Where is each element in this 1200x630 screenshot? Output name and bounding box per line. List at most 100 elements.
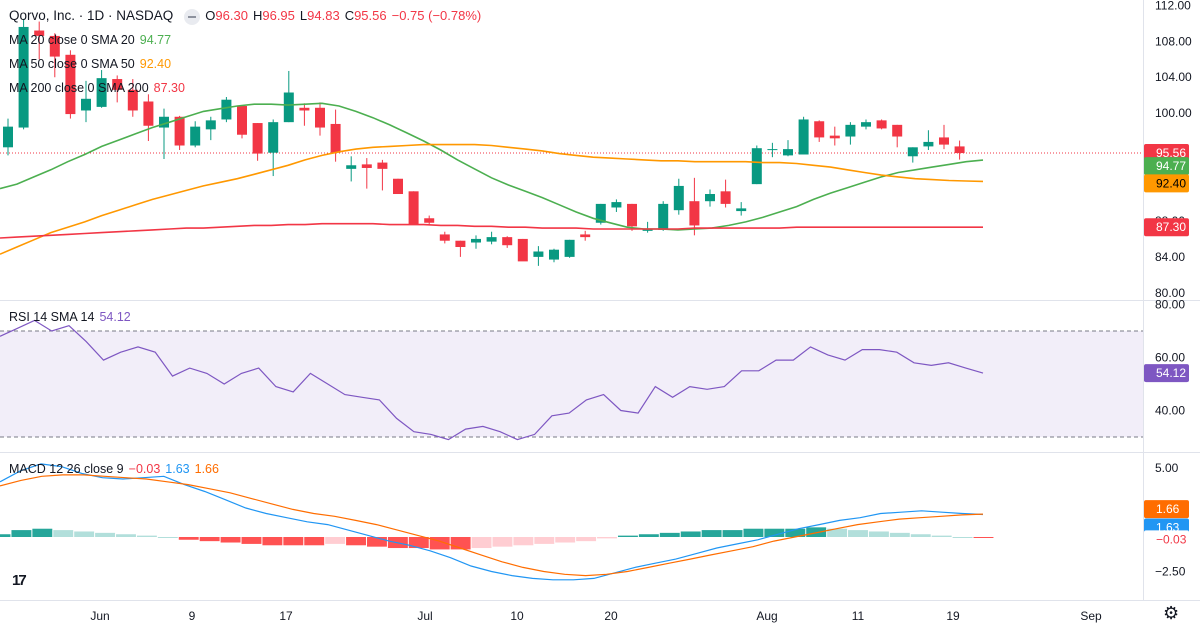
rsi-legend-value: 54.12 — [99, 310, 131, 324]
candle — [18, 18, 29, 130]
rsi-tick-label: 40.00 — [1155, 404, 1185, 418]
macd-histogram-bar — [659, 532, 680, 537]
time-tick-label: 10 — [510, 609, 524, 623]
candle-body — [143, 101, 154, 126]
candle — [361, 158, 372, 189]
price-tick-label: 108.00 — [1155, 34, 1192, 48]
candle — [892, 124, 903, 148]
candle-body — [252, 123, 263, 154]
macd-histogram-bar — [576, 537, 597, 542]
candle — [49, 33, 60, 78]
candle — [299, 103, 310, 126]
ma200-price-tag-bg — [1144, 218, 1189, 237]
candle-body — [127, 89, 138, 111]
low-label: L — [299, 8, 308, 23]
candle-body — [673, 185, 684, 211]
candle — [96, 70, 107, 108]
macd-histogram-bar — [680, 531, 701, 537]
macd-histogram-bar — [11, 530, 32, 537]
candle — [783, 140, 793, 157]
candle — [315, 102, 325, 136]
candle-body — [205, 120, 216, 130]
time-tick-label: Aug — [756, 609, 777, 623]
macd-histogram-bar — [346, 537, 367, 546]
candle-body — [159, 116, 169, 128]
macd-histogram-bar — [848, 530, 868, 537]
ma20-legend[interactable]: MA 20 close 0 SMA 20 94.77 — [9, 33, 176, 47]
ma50-price-tag: 92.40 — [1144, 174, 1189, 193]
time-tick-label: 11 — [852, 609, 865, 623]
candle — [939, 124, 949, 150]
candle-body — [642, 229, 653, 231]
macd-histogram-bar — [471, 537, 492, 549]
symbol-title[interactable]: Qorvo, Inc. · 1D · NASDAQ — [9, 8, 174, 23]
candle-body — [299, 107, 310, 111]
open-value: 96.30 — [215, 8, 248, 23]
macd-histogram-bar — [513, 537, 534, 546]
candle-body — [564, 239, 575, 257]
minus-icon[interactable] — [184, 8, 201, 25]
signal-line — [0, 474, 984, 577]
macd-histogram-bar — [785, 528, 806, 537]
time-tick-label: 9 — [189, 609, 196, 623]
ma200-line — [0, 222, 983, 239]
macd-histogram-bar — [74, 531, 95, 537]
macd-histogram-bar — [262, 537, 283, 546]
rsi-price-tag: 54.12 — [1144, 364, 1189, 383]
macd-histogram-bar — [889, 532, 910, 537]
change-value: −0.75 (−0.78%) — [391, 8, 482, 23]
candle — [34, 21, 45, 60]
macd-histogram-bar — [157, 537, 178, 538]
candle — [205, 116, 216, 141]
candle-body — [377, 162, 388, 169]
macd-histogram-bar — [638, 534, 659, 537]
candle-body — [533, 251, 544, 257]
macd-histogram-bar — [0, 534, 11, 537]
candle — [705, 189, 715, 207]
ma200-legend[interactable]: MA 200 close 0 SMA 200 87.30 — [9, 81, 190, 95]
candle-body — [923, 141, 934, 147]
candle — [845, 122, 856, 145]
signal-line-value: 1.66 — [194, 462, 219, 476]
time-tick-label: 20 — [604, 609, 618, 623]
tradingview-logo[interactable]: 17 — [12, 572, 27, 589]
ma20-price-tag-bg — [1144, 157, 1189, 176]
ma20-legend-label: MA 20 close 0 SMA 20 — [9, 33, 135, 47]
candle-body — [393, 178, 403, 195]
candle — [814, 120, 825, 142]
low-value: 94.83 — [307, 8, 340, 23]
macd-histogram-bar — [555, 537, 576, 543]
candle — [159, 108, 169, 159]
candle — [720, 179, 731, 208]
time-tick-label: Sep — [1080, 609, 1102, 623]
macd-legend[interactable]: MACD 12 26 close 9 −0.03 1.63 1.66 — [9, 462, 224, 476]
rsi-tick-label: 60.00 — [1155, 351, 1185, 365]
candle — [767, 142, 778, 158]
signal-price-tag-text: 1.66 — [1156, 502, 1180, 516]
candle — [627, 203, 637, 231]
candle-body — [455, 240, 466, 248]
candle — [252, 123, 263, 161]
rsi-band — [0, 331, 1143, 437]
macd-histogram-bar — [220, 537, 241, 543]
candle-body — [767, 149, 778, 151]
ma50-legend[interactable]: MA 50 close 0 SMA 50 92.40 — [9, 57, 176, 71]
candle — [502, 236, 513, 248]
candle-body — [65, 54, 76, 115]
candle-body — [268, 122, 279, 153]
macd-legend-value: −0.03 — [128, 462, 161, 476]
candle — [736, 202, 747, 216]
ma20-legend-value: 94.77 — [139, 33, 172, 47]
ma50-legend-value: 92.40 — [139, 57, 172, 71]
candle-body — [595, 203, 606, 223]
candle-body — [736, 208, 747, 212]
gear-icon[interactable]: ⚙ — [1163, 603, 1180, 623]
candle — [127, 79, 138, 117]
histogram-price-tag: −0.03 — [1144, 530, 1189, 549]
candle — [689, 177, 700, 236]
candle-body — [486, 237, 497, 242]
signal-price-tag: 1.66 — [1144, 500, 1189, 519]
candle-body — [954, 146, 965, 154]
rsi-legend[interactable]: RSI 14 SMA 14 54.12 — [9, 310, 136, 324]
